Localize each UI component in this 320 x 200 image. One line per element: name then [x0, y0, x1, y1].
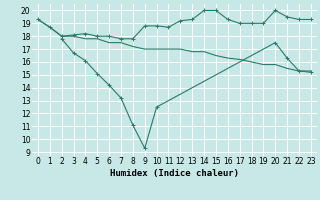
X-axis label: Humidex (Indice chaleur): Humidex (Indice chaleur): [110, 169, 239, 178]
